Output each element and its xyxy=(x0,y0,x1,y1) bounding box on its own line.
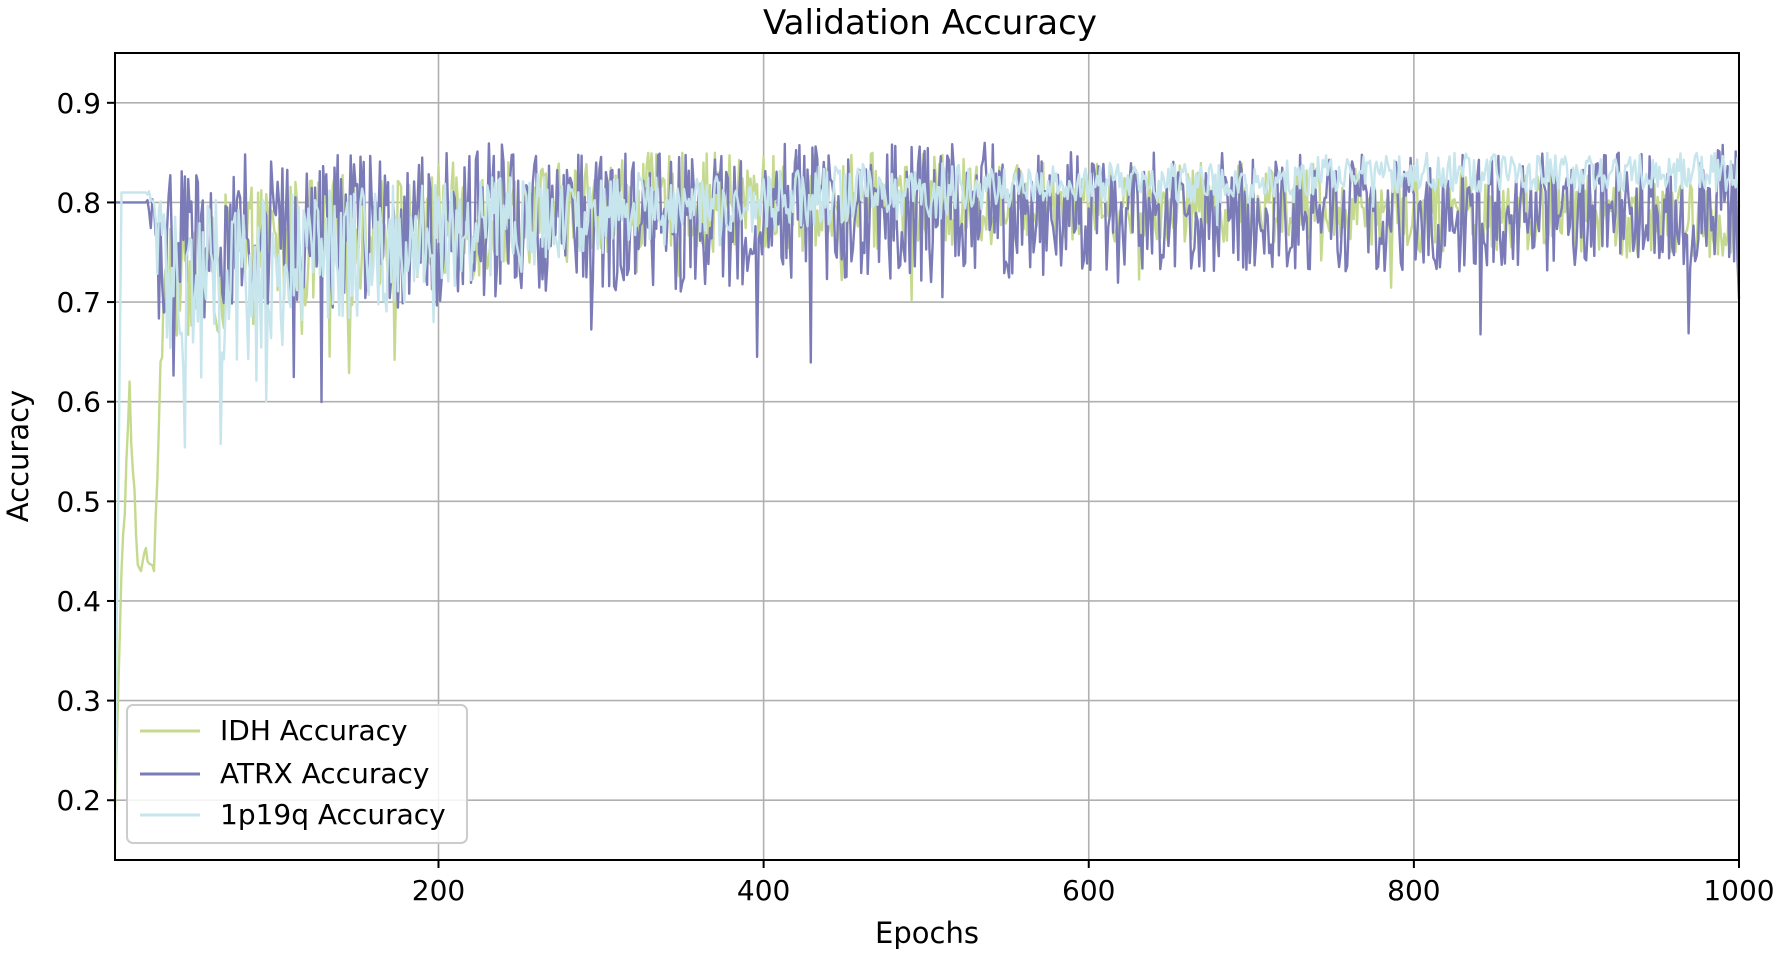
x-tick-label: 400 xyxy=(737,874,790,907)
legend-frame xyxy=(126,704,468,844)
legend: IDH Accuracy ATRX Accuracy 1p19q Accurac… xyxy=(126,704,468,844)
y-ticks: 0.2 0.3 0.4 0.5 0.6 0.7 0.8 0.9 xyxy=(56,87,115,817)
x-tick-label: 1000 xyxy=(1703,874,1774,907)
chart-title: Validation Accuracy xyxy=(763,3,1097,43)
y-tick-label: 0.3 xyxy=(56,685,101,718)
x-tick-label: 800 xyxy=(1387,874,1440,907)
series-line-1p19q-accuracy xyxy=(113,151,1740,801)
plot-frame xyxy=(114,52,1740,861)
x-tick-label: 200 xyxy=(412,874,465,907)
y-tick-label: 0.7 xyxy=(56,286,101,319)
series-layer xyxy=(113,141,1741,811)
legend-label-atrx: ATRX Accuracy xyxy=(220,757,429,790)
x-ticks: 200 400 600 800 1000 xyxy=(412,860,1774,907)
y-tick-label: 0.6 xyxy=(56,386,101,419)
y-tick-label: 0.9 xyxy=(56,87,101,120)
x-axis-title: Epochs xyxy=(875,916,979,950)
y-tick-label: 0.4 xyxy=(56,585,101,618)
series-line-atrx-accuracy xyxy=(115,141,1741,404)
x-tick-label: 600 xyxy=(1062,874,1115,907)
y-axis-title: Accuracy xyxy=(1,390,35,522)
legend-label-1p19q: 1p19q Accuracy xyxy=(220,798,446,831)
legend-label-idh: IDH Accuracy xyxy=(220,714,408,747)
y-tick-label: 0.8 xyxy=(56,186,101,219)
y-tick-label: 0.5 xyxy=(56,485,101,518)
y-tick-label: 0.2 xyxy=(56,784,101,817)
